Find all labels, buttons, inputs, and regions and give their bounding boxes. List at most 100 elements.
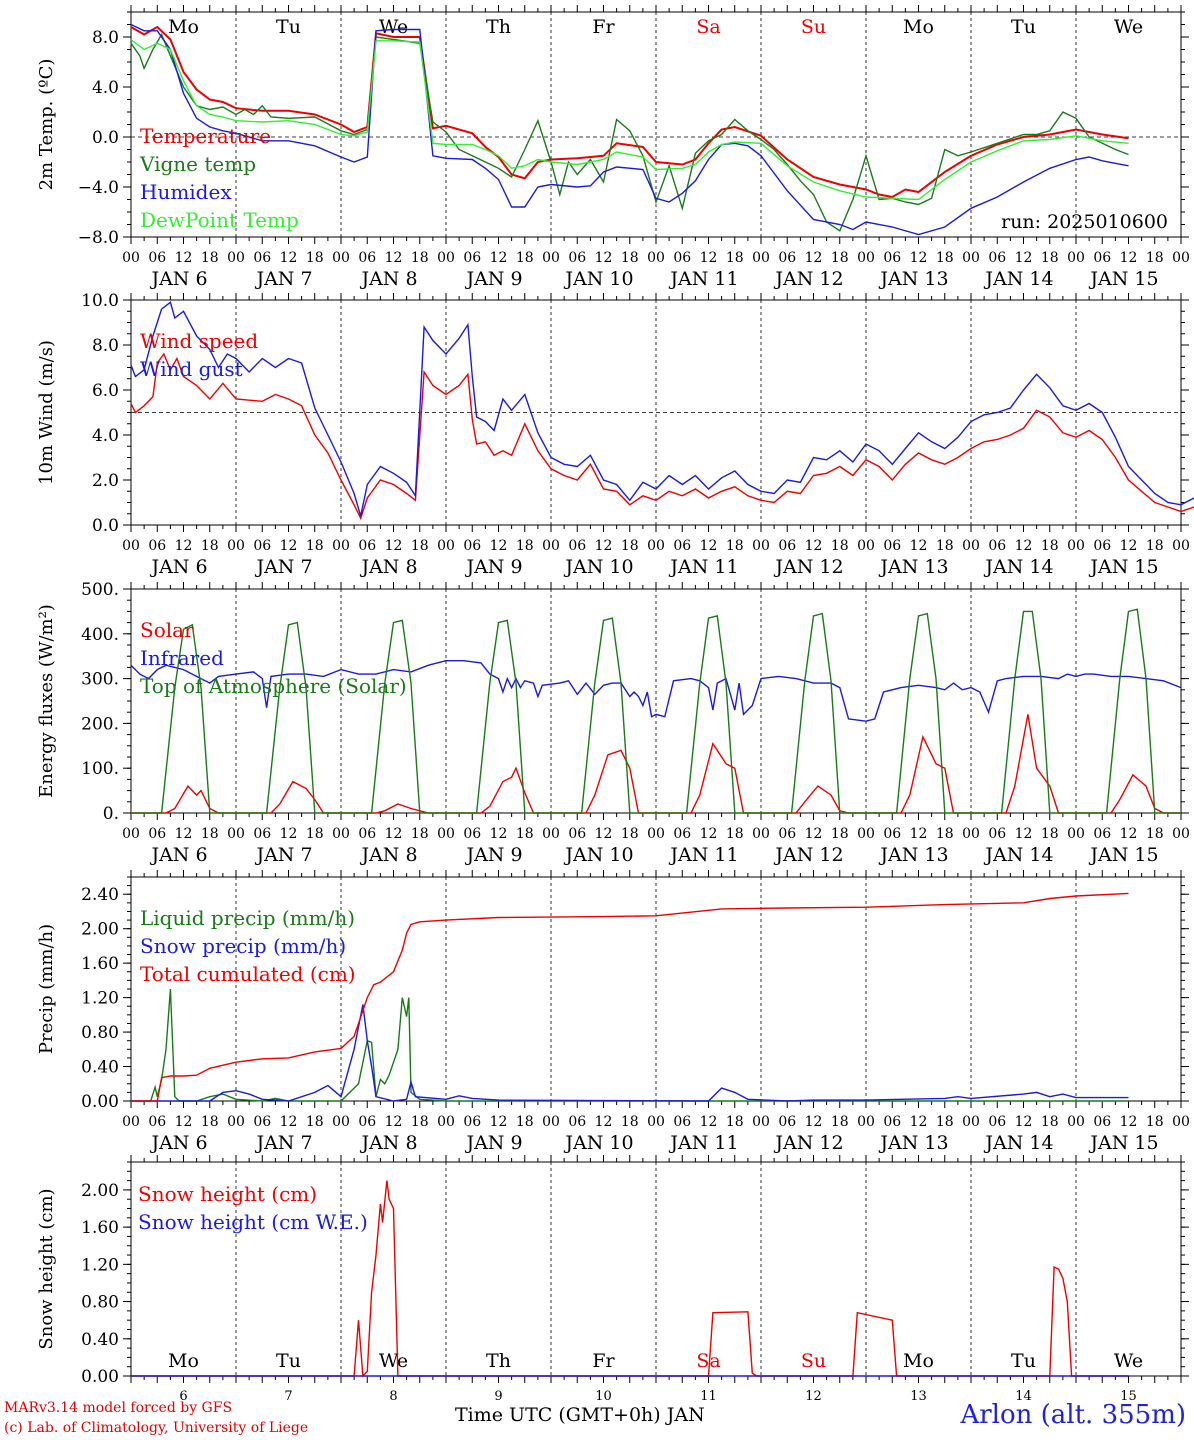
day-number-label: 12 <box>805 1389 822 1404</box>
hour-tick-label: 06 <box>253 250 271 266</box>
panel-3: 500. 400. 300. 200. 100. 0. Energy fluxes (W/m… <box>36 580 1190 866</box>
hour-tick-label: 00 <box>857 250 875 266</box>
hour-tick-label: 12 <box>910 826 928 842</box>
hour-tick-label: 12 <box>1015 250 1033 266</box>
day-label: JAN 9 <box>464 556 522 578</box>
hour-tick-label: 00 <box>857 1114 875 1130</box>
hour-tick-label: 18 <box>1041 250 1059 266</box>
hour-tick-label: 00 <box>122 250 140 266</box>
hour-tick-label: 06 <box>358 1114 376 1130</box>
hour-tick-label: 12 <box>385 826 403 842</box>
y-tick-label: 1.60 <box>81 1218 119 1238</box>
hour-tick-label: 06 <box>358 538 376 554</box>
hour-tick-label: 18 <box>831 250 849 266</box>
weekday-label: We <box>1114 1350 1143 1372</box>
hour-tick-label: 06 <box>1093 250 1111 266</box>
hour-tick-label: 06 <box>1093 538 1111 554</box>
y-tick-label: 4.0 <box>92 426 119 446</box>
y-tick-label: 1.20 <box>81 989 119 1009</box>
hour-tick-label: 12 <box>490 538 508 554</box>
y-tick-label: 0.0 <box>92 516 119 536</box>
hour-tick-label: 00 <box>1172 1114 1190 1130</box>
hour-tick-label: 06 <box>988 826 1006 842</box>
panel-2: 10.0 8.0 6.0 4.0 2.0 0.0 10m Wind (m/s) 00 06 12 1… <box>36 291 1194 578</box>
hour-tick-label: 18 <box>1146 250 1164 266</box>
y-tick-label: 8.0 <box>92 336 119 356</box>
hour-tick-label: 00 <box>752 826 770 842</box>
y-tick-label: 2.00 <box>81 1181 119 1201</box>
legend-entry: Vigne temp <box>139 152 256 176</box>
series-line-total-cumulated-cm- <box>131 892 1129 1102</box>
hour-tick-label: 06 <box>463 538 481 554</box>
y-tick-label: 0. <box>103 804 119 824</box>
day-label: JAN 6 <box>149 268 207 290</box>
model-credit-line-1: MARv3.14 model forced by GFS <box>4 1400 233 1416</box>
hour-tick-label: 18 <box>306 538 324 554</box>
weekday-label: Sa <box>696 16 720 38</box>
weekday-label: Tu <box>1011 1350 1036 1372</box>
day-number-label: 8 <box>389 1389 397 1404</box>
hour-tick-label: 12 <box>1120 538 1138 554</box>
hour-tick-label: 06 <box>568 250 586 266</box>
hour-tick-label: 06 <box>358 826 376 842</box>
day-label: JAN 14 <box>983 1132 1053 1154</box>
panel-5: 2.00 1.60 1.20 0.80 0.40 0.00 Snow height (cm)… <box>36 1155 1189 1404</box>
hour-tick-label: 18 <box>201 250 219 266</box>
hour-tick-label: 06 <box>463 250 481 266</box>
hour-tick-label: 00 <box>857 826 875 842</box>
weekday-label: Mo <box>903 1350 934 1372</box>
hour-tick-label: 06 <box>673 1114 691 1130</box>
legend-entry: Snow height (cm W.E.) <box>138 1210 368 1234</box>
hour-tick-label: 06 <box>148 826 166 842</box>
hour-tick-label: 18 <box>621 538 639 554</box>
hour-tick-label: 12 <box>1015 826 1033 842</box>
hour-tick-label: 00 <box>647 1114 665 1130</box>
hour-tick-label: 18 <box>306 250 324 266</box>
y-tick-label: 2.40 <box>81 885 119 905</box>
day-label: JAN 9 <box>464 844 522 866</box>
weekday-label: Th <box>486 1350 511 1372</box>
hour-tick-label: 06 <box>253 1114 271 1130</box>
hour-tick-label: 06 <box>568 538 586 554</box>
hour-tick-label: 06 <box>1093 826 1111 842</box>
day-label: JAN 13 <box>878 844 948 866</box>
hour-tick-label: 12 <box>280 1114 298 1130</box>
y-axis-title: 2m Temp. (ºC) <box>36 59 57 191</box>
hour-tick-label: 18 <box>411 1114 429 1130</box>
hour-tick-label: 12 <box>595 1114 613 1130</box>
weekday-label: We <box>379 1350 408 1372</box>
hour-tick-label: 06 <box>568 826 586 842</box>
series-line-liquid-precip-mm-h- <box>131 988 1129 1102</box>
day-label: JAN 8 <box>359 844 417 866</box>
hour-tick-label: 00 <box>437 1114 455 1130</box>
day-label: JAN 6 <box>149 556 207 578</box>
hour-tick-label: 18 <box>306 1114 324 1130</box>
hour-tick-label: 06 <box>778 538 796 554</box>
legend-entry: Solar <box>140 618 194 642</box>
day-label: JAN 7 <box>254 1132 312 1154</box>
y-tick-label: 6.0 <box>92 381 119 401</box>
hour-tick-label: 00 <box>962 250 980 266</box>
legend-entry: DewPoint Temp <box>140 208 299 232</box>
y-tick-label: 2.0 <box>92 471 119 491</box>
hour-tick-label: 12 <box>805 538 823 554</box>
hour-tick-label: 00 <box>752 250 770 266</box>
hour-tick-label: 12 <box>1015 1114 1033 1130</box>
series-line-infrared <box>130 660 1182 722</box>
hour-tick-label: 00 <box>962 1114 980 1130</box>
legend-entry: Humidex <box>140 180 232 204</box>
y-tick-label: 200. <box>81 714 119 734</box>
hour-tick-label: 06 <box>148 538 166 554</box>
hour-tick-label: 12 <box>700 250 718 266</box>
hour-tick-label: 00 <box>122 538 140 554</box>
hour-tick-label: 00 <box>752 1114 770 1130</box>
legend-entry: Infrared <box>140 646 224 670</box>
hour-tick-label: 00 <box>332 826 350 842</box>
hour-tick-label: 12 <box>910 1114 928 1130</box>
hour-tick-label: 18 <box>411 250 429 266</box>
hour-tick-label: 06 <box>463 826 481 842</box>
y-tick-label: −4.0 <box>78 178 119 198</box>
day-label: JAN 12 <box>773 556 843 578</box>
day-number-label: 11 <box>700 1389 717 1404</box>
hour-tick-label: 06 <box>148 1114 166 1130</box>
